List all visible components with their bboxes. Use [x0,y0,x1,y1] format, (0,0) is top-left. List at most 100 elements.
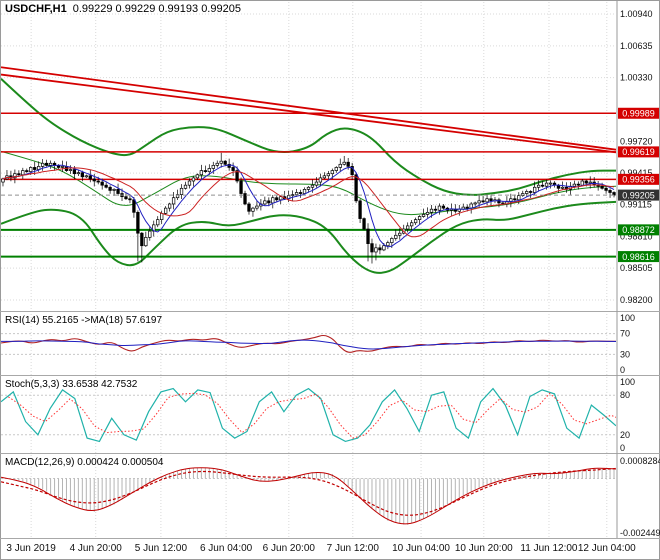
candle [608,190,612,193]
price-tag-text: 0.99205 [622,190,655,200]
candle [521,193,525,196]
candle [116,189,120,194]
candle [378,247,382,251]
price-tag-resistance [618,146,659,158]
price-tags: 0.99989 0.99619 0.99356 0.99205 0.98872 0.986… [618,107,659,263]
stoch-d-line [8,392,616,439]
candle [13,173,17,179]
time-axis-label: 6 Jun 20:00 [263,543,316,554]
ma-fast-line[interactable] [2,164,615,248]
candle [156,219,160,226]
price-tag-resistance [618,107,659,119]
candle [294,192,299,195]
time-axis-label: 11 Jun 12:00 [520,543,578,554]
candle [465,206,469,209]
candle [144,237,148,247]
rsi-axis-label: 100 [620,313,635,323]
grid [1,2,616,538]
candle [560,186,565,189]
candle [330,170,334,175]
candle [584,180,588,184]
price-axis-label: 0.99415 [620,168,653,178]
time-axis-label: 5 Jun 12:00 [135,543,188,554]
time-axis-label: 10 Jun 20:00 [455,543,513,554]
candle [132,199,136,213]
price-axis-label: 0.99720 [620,136,653,146]
bollinger-lower-line[interactable] [1,200,616,274]
candle [215,162,219,166]
stoch-axis-label: 100 [620,377,635,387]
macd-axis-label-top: 0.0008284 [620,456,660,466]
candle [298,192,303,194]
candle [92,178,96,182]
candle [25,170,29,172]
candle [525,191,529,194]
candle [1,178,5,183]
candle [489,198,493,202]
candle [433,208,438,211]
candle [326,173,330,177]
candle [243,193,247,205]
stoch-k-line [1,387,616,443]
candle [88,175,92,180]
price-tag-text: 0.99356 [622,175,655,185]
candle [223,160,227,165]
candle [477,200,481,204]
candle [529,191,533,193]
candle [612,192,616,196]
y-axis-labels: 1.00940 1.00635 1.00330 0.99720 0.99415 0.991… [620,9,653,305]
rsi-axis-label: 70 [620,329,630,339]
candle [175,194,180,199]
ohlc-values: 0.99229 0.99229 0.99193 0.99205 [72,3,241,15]
candle [338,163,342,168]
candle [334,167,338,171]
candle [100,181,104,186]
candle [382,245,386,251]
candle [540,184,545,187]
trendline-red[interactable] [1,66,616,151]
time-axis: 3 Jun 2019 4 Jun 20:00 5 Jun 12:00 6 Jun 04… [6,543,636,554]
price-axis-label: 0.98200 [620,295,653,305]
stoch-axis-label: 80 [620,390,630,400]
candle [513,198,517,201]
candle [536,184,541,188]
rsi-axis-label: 30 [620,349,630,359]
candle [481,200,485,203]
time-axis-label: 4 Jun 20:00 [70,543,123,554]
candle [211,165,215,169]
candle [533,186,537,193]
rsi-indicator-label: RSI(14) 55.2165 ->MA(18) 57.6197 [5,315,163,326]
price-axis-label: 1.00635 [620,41,653,51]
candle [76,172,81,175]
price-axis-label: 0.98810 [620,231,653,241]
ma-slow-line[interactable] [2,167,615,238]
candle [417,216,422,220]
time-axis-label: 6 Jun 04:00 [200,543,253,554]
candle [485,198,489,203]
candle [342,161,346,165]
candle [306,186,311,190]
candle [410,222,414,227]
price-tag-text: 0.98616 [622,252,655,262]
rsi-line [1,334,616,353]
candle [425,211,430,215]
candle [183,184,188,189]
candle [104,184,108,188]
price-axis-label: 0.98505 [620,263,653,273]
price-tag-text: 0.98872 [622,225,655,235]
price-axis-label: 1.00940 [620,9,653,19]
bollinger-upper-line[interactable] [1,77,616,196]
candle [164,207,168,214]
candle [600,185,604,189]
price-tag-current [618,189,659,201]
candle [406,225,410,230]
stoch-axis-label: 20 [620,430,630,440]
bollinger-middle-line[interactable] [1,150,616,216]
candle [386,242,390,247]
stoch-axis-label: 0 [620,443,625,453]
trendlines [1,66,616,154]
